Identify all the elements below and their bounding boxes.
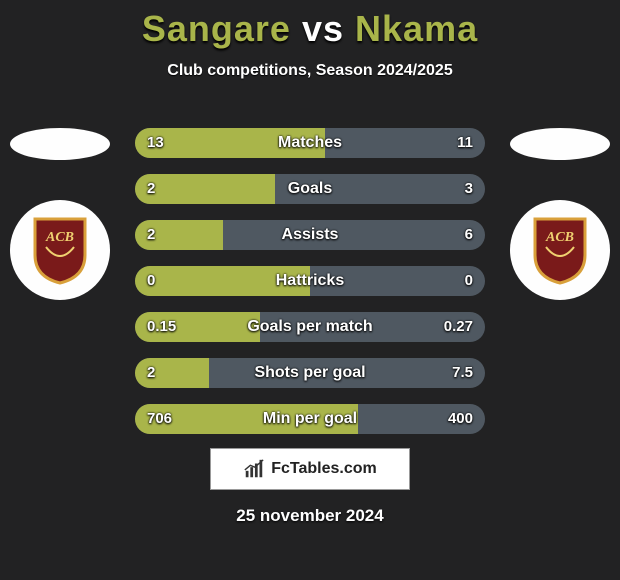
stat-row: Shots per goal27.5 bbox=[135, 358, 485, 388]
bar-player-a bbox=[135, 174, 275, 204]
footer-date: 25 november 2024 bbox=[0, 506, 620, 526]
bar-player-a bbox=[135, 220, 223, 250]
vs-text: vs bbox=[302, 8, 344, 49]
stat-row: Hattricks00 bbox=[135, 266, 485, 296]
svg-text:ACB: ACB bbox=[45, 230, 74, 245]
stat-value-b: 11 bbox=[457, 128, 473, 158]
bar-player-a bbox=[135, 404, 358, 434]
stat-value-b: 3 bbox=[465, 174, 473, 204]
bar-player-a bbox=[135, 312, 260, 342]
stat-value-b: 0 bbox=[465, 266, 473, 296]
stat-row: Goals23 bbox=[135, 174, 485, 204]
subtitle: Club competitions, Season 2024/2025 bbox=[0, 62, 620, 80]
comparison-chart: Matches1311 Goals23 Assists26 Hattricks00 Go… bbox=[135, 128, 485, 450]
bar-chart-icon bbox=[243, 458, 265, 480]
player-b-name: Nkama bbox=[355, 8, 478, 49]
player-b-badges: ACB bbox=[510, 128, 610, 300]
source-logo-text: FcTables.com bbox=[271, 460, 377, 478]
comparison-title: Sangare vs Nkama bbox=[0, 8, 620, 50]
club-shield-icon: ACB bbox=[31, 215, 89, 285]
bar-player-a bbox=[135, 128, 325, 158]
stat-row: Matches1311 bbox=[135, 128, 485, 158]
bar-player-a bbox=[135, 266, 310, 296]
stat-value-b: 0.27 bbox=[444, 312, 473, 342]
player-a-name: Sangare bbox=[142, 8, 291, 49]
player-a-badges: ACB bbox=[10, 128, 110, 300]
player-b-flag bbox=[510, 128, 610, 160]
stat-value-b: 6 bbox=[465, 220, 473, 250]
player-a-flag bbox=[10, 128, 110, 160]
stat-row: Assists26 bbox=[135, 220, 485, 250]
stat-value-b: 7.5 bbox=[452, 358, 473, 388]
stat-row: Goals per match0.150.27 bbox=[135, 312, 485, 342]
player-a-club-badge: ACB bbox=[10, 200, 110, 300]
bar-player-a bbox=[135, 358, 209, 388]
player-b-club-badge: ACB bbox=[510, 200, 610, 300]
stat-value-b: 400 bbox=[448, 404, 473, 434]
stat-row: Min per goal706400 bbox=[135, 404, 485, 434]
source-logo: FcTables.com bbox=[210, 448, 410, 490]
svg-text:ACB: ACB bbox=[545, 230, 574, 245]
club-shield-icon: ACB bbox=[531, 215, 589, 285]
